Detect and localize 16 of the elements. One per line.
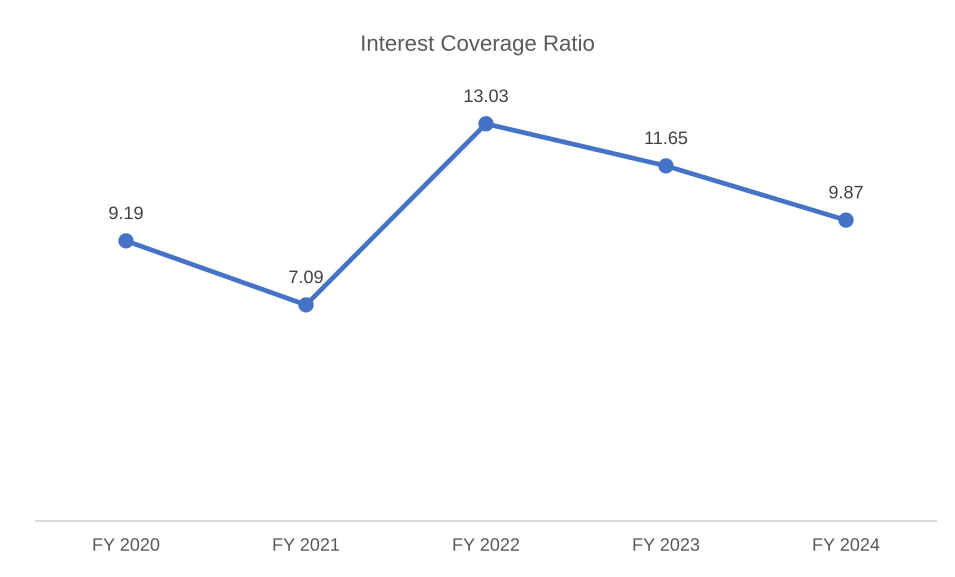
x-tick-label: FY 2024 bbox=[814, 538, 880, 551]
point bbox=[478, 116, 494, 132]
data-label: 11.65 bbox=[645, 131, 688, 144]
point bbox=[118, 233, 134, 248]
point bbox=[838, 212, 854, 228]
data-label: 7.09 bbox=[289, 270, 323, 284]
data-label: 9.87 bbox=[829, 186, 863, 198]
x-tick-label: FY 2023 bbox=[634, 538, 700, 551]
chart-title: Interest Coverage Ratio bbox=[362, 34, 594, 56]
point bbox=[658, 158, 674, 174]
x-tick-label: FY 2022 bbox=[454, 538, 520, 551]
x-tick-label: FY 2020 bbox=[94, 538, 160, 551]
data-label: 9.19 bbox=[109, 206, 143, 220]
x-tick-label: FY 2021 bbox=[274, 538, 340, 551]
data-label: 13.03 bbox=[464, 89, 508, 102]
point bbox=[298, 297, 314, 313]
